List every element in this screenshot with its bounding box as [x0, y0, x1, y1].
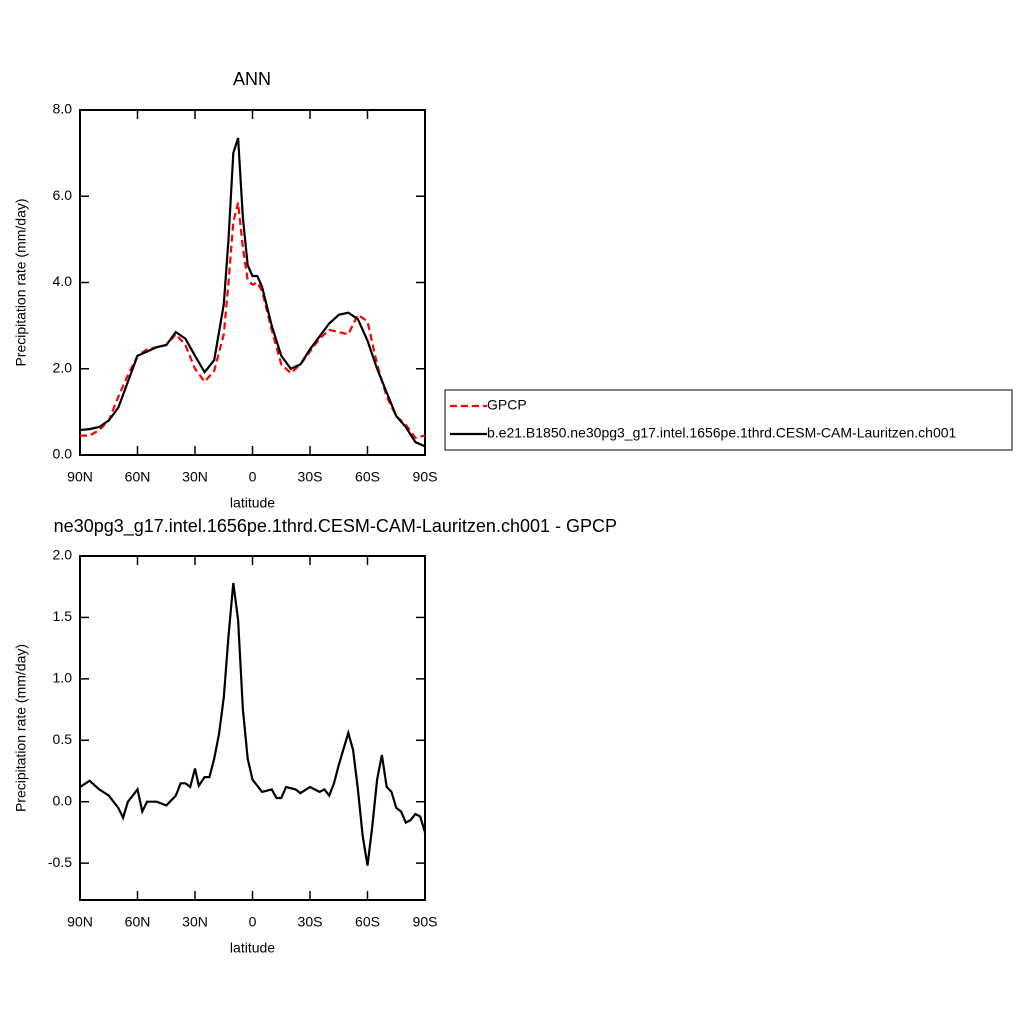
x-tick-label: 90S: [413, 914, 438, 930]
data-line: [79, 582, 427, 866]
y-tick-label: 1.0: [53, 670, 73, 686]
chart-title: ne30pg3_g17.intel.1656pe.1thrd.CESM-CAM-…: [54, 516, 617, 537]
x-axis-label: latitude: [230, 495, 275, 511]
y-axis-label: Precipitation rate (mm/day): [13, 198, 29, 366]
legend-box: [444, 389, 1013, 451]
plot-frame: [79, 109, 426, 456]
y-tick-label: 1.5: [53, 608, 73, 624]
x-tick-label: 30N: [182, 469, 208, 485]
y-axis-label: Precipitation rate (mm/day): [13, 644, 29, 812]
plot-frame: [79, 555, 426, 901]
y-tick-label: -0.5: [48, 854, 72, 870]
data-line: [79, 137, 426, 448]
x-tick-label: 60N: [125, 469, 151, 485]
data-line: [80, 202, 426, 440]
x-tick-label: 90N: [67, 469, 93, 485]
legend-label: GPCP: [487, 397, 527, 413]
x-tick-label: 90N: [67, 914, 93, 930]
x-tick-label: 30S: [298, 914, 323, 930]
y-tick-label: 0.5: [53, 731, 73, 747]
y-tick-label: 4.0: [53, 273, 73, 289]
y-tick-label: 0.0: [53, 792, 73, 808]
y-tick-label: 6.0: [53, 187, 73, 203]
x-tick-label: 0: [249, 914, 257, 930]
chart-title: ANN: [233, 69, 271, 89]
x-tick-label: 60N: [125, 914, 151, 930]
y-tick-label: 0.0: [53, 446, 73, 462]
y-tick-label: 2.0: [53, 547, 73, 563]
y-tick-label: 8.0: [53, 101, 73, 117]
x-tick-label: 60S: [355, 914, 380, 930]
x-tick-label: 90S: [413, 469, 438, 485]
x-axis-label: latitude: [230, 940, 275, 956]
x-tick-label: 60S: [355, 469, 380, 485]
x-tick-label: 30N: [182, 914, 208, 930]
legend-label: b.e21.B1850.ne30pg3_g17.intel.1656pe.1th…: [487, 425, 957, 441]
x-tick-label: 30S: [298, 469, 323, 485]
x-tick-label: 0: [249, 469, 257, 485]
y-tick-label: 2.0: [53, 359, 73, 375]
